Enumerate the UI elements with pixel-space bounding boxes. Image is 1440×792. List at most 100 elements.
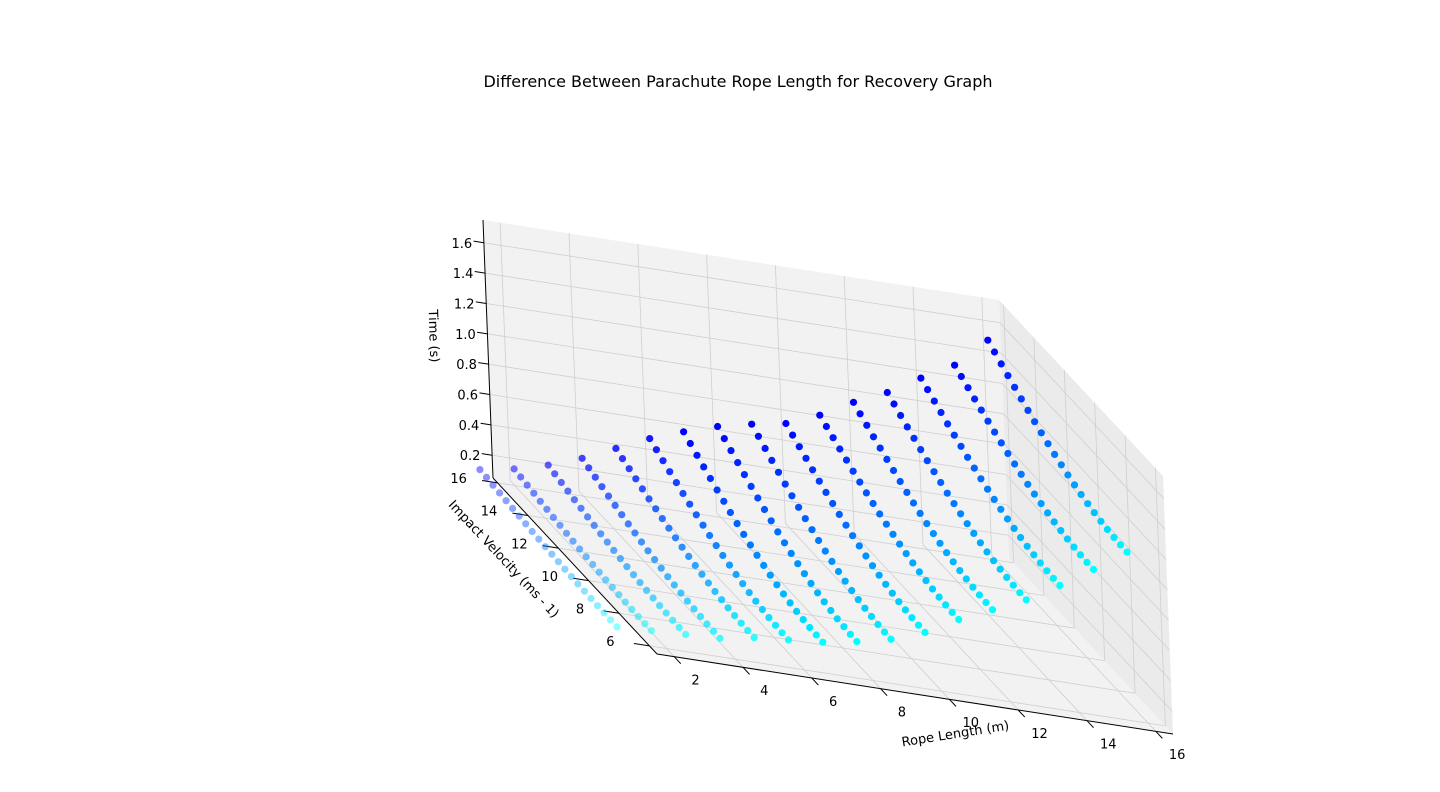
data-point	[922, 577, 930, 585]
data-point	[827, 606, 835, 615]
data-point	[963, 520, 971, 528]
data-point	[822, 488, 830, 496]
x-tick-mark	[811, 677, 819, 686]
data-point	[766, 571, 774, 579]
data-point	[587, 594, 595, 603]
data-point	[787, 549, 795, 558]
tick-labels: 2 4 6 8 10 12 14 16 6 8 10 12 14 16 0.2 0.4 0.6 0.8 1.0 1.2…	[450, 237, 1185, 763]
data-point	[604, 492, 613, 500]
axis-lines	[473, 219, 1174, 739]
data-point	[652, 505, 660, 513]
data-points	[476, 336, 1131, 646]
data-point	[829, 499, 837, 508]
data-point	[591, 473, 599, 481]
data-point	[1030, 551, 1038, 559]
data-point	[641, 620, 649, 628]
data-point	[613, 623, 621, 631]
data-point	[632, 475, 640, 483]
data-point	[753, 551, 761, 559]
y-tick-mark	[512, 512, 529, 516]
x-tick-mark	[1017, 709, 1026, 718]
data-point	[834, 567, 843, 576]
data-point	[541, 543, 549, 551]
data-point	[990, 495, 998, 503]
z-tick-mark	[480, 422, 492, 426]
data-point	[1037, 500, 1045, 508]
data-point	[754, 494, 762, 502]
data-point	[982, 598, 990, 607]
grid-line-y	[1155, 467, 1166, 726]
data-point	[1023, 542, 1031, 550]
data-point	[849, 532, 857, 540]
data-point	[561, 565, 569, 573]
data-point	[557, 478, 565, 487]
y-tick-mark	[603, 610, 620, 614]
data-point	[846, 630, 855, 638]
x-tick-label: 4	[760, 684, 768, 699]
y-axis-line	[492, 477, 658, 655]
z-tick-label: 0.4	[459, 419, 480, 434]
data-point	[549, 513, 558, 522]
data-point	[996, 565, 1004, 573]
data-point	[628, 605, 636, 614]
data-point	[883, 388, 891, 397]
data-point	[747, 482, 755, 490]
data-point	[1004, 372, 1012, 380]
data-point	[862, 489, 871, 497]
data-point	[665, 524, 673, 532]
y-tick-mark	[542, 545, 559, 549]
data-point	[820, 598, 828, 606]
data-point	[942, 601, 950, 609]
data-point	[890, 400, 898, 408]
x-tick-label: 8	[898, 706, 906, 721]
data-point	[629, 571, 638, 579]
data-point	[732, 570, 740, 579]
data-point	[848, 586, 856, 595]
data-point	[1056, 581, 1064, 590]
z-tick-label: 1.6	[452, 237, 473, 252]
y-tick-mark	[573, 577, 589, 582]
floor-pane	[493, 478, 1173, 734]
data-point	[737, 619, 745, 627]
data-point	[984, 417, 992, 425]
data-point	[699, 521, 707, 529]
data-point	[625, 465, 633, 473]
data-point	[517, 473, 525, 481]
data-point	[1031, 418, 1039, 426]
data-point	[863, 421, 871, 429]
data-point	[949, 558, 957, 566]
data-point	[578, 454, 586, 462]
data-point	[646, 435, 654, 443]
data-point	[943, 489, 951, 497]
data-point	[496, 489, 504, 497]
data-point	[875, 571, 883, 579]
data-point	[799, 616, 807, 624]
data-point	[990, 348, 999, 356]
grid-line-x	[509, 480, 675, 657]
z-tick-mark	[475, 301, 487, 304]
data-point	[502, 497, 510, 505]
z-tick-mark	[479, 392, 490, 396]
data-point	[656, 602, 664, 610]
data-point	[554, 558, 563, 566]
data-point	[917, 446, 925, 454]
data-point	[828, 557, 836, 566]
data-point	[833, 615, 841, 623]
y-tick-label: 8	[576, 602, 584, 617]
data-point	[1004, 449, 1012, 458]
x-tick-mark	[1086, 720, 1094, 729]
data-point	[923, 457, 931, 465]
data-point	[1051, 450, 1059, 458]
data-point	[937, 478, 945, 487]
data-point	[727, 447, 735, 455]
data-point	[685, 552, 693, 561]
data-point	[644, 547, 652, 555]
data-point	[984, 336, 992, 344]
data-point	[528, 527, 536, 536]
data-point	[862, 552, 870, 560]
grid-lines	[483, 222, 1173, 732]
data-point	[1089, 565, 1098, 574]
data-point	[888, 589, 896, 597]
data-point	[482, 473, 491, 481]
data-point	[936, 539, 944, 547]
